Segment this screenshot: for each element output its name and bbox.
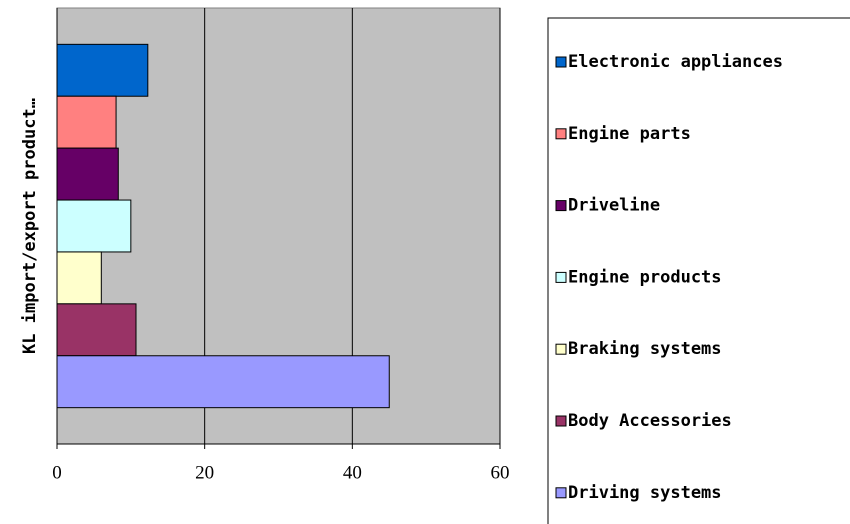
legend-label: Driveline — [568, 196, 660, 216]
bar — [56, 303, 137, 357]
legend-swatch — [555, 200, 567, 212]
x-tick-label: 60 — [491, 462, 510, 483]
legend-label: Driving systems — [568, 483, 722, 503]
legend-swatch — [555, 271, 567, 283]
bar — [56, 199, 132, 253]
bar — [56, 147, 119, 201]
legend-label: Braking systems — [568, 339, 722, 359]
bar — [56, 95, 117, 149]
x-tick-label: 0 — [52, 462, 62, 483]
x-tick-label: 40 — [343, 462, 362, 483]
legend-label: Body Accessories — [568, 411, 732, 431]
legend-box — [547, 17, 850, 524]
bar — [56, 251, 102, 305]
legend-swatch — [555, 128, 567, 140]
y-axis-title: KL import/export product… — [20, 98, 40, 354]
legend-label: Electronic appliances — [568, 52, 783, 72]
legend-label: Engine parts — [568, 124, 691, 144]
legend-swatch — [555, 56, 567, 68]
legend-swatch — [555, 343, 567, 355]
legend-label: Engine products — [568, 267, 722, 287]
legend-swatch — [555, 415, 567, 427]
x-tick-label: 20 — [195, 462, 214, 483]
bar — [56, 355, 390, 409]
bar — [56, 43, 149, 97]
legend-swatch — [555, 487, 567, 499]
